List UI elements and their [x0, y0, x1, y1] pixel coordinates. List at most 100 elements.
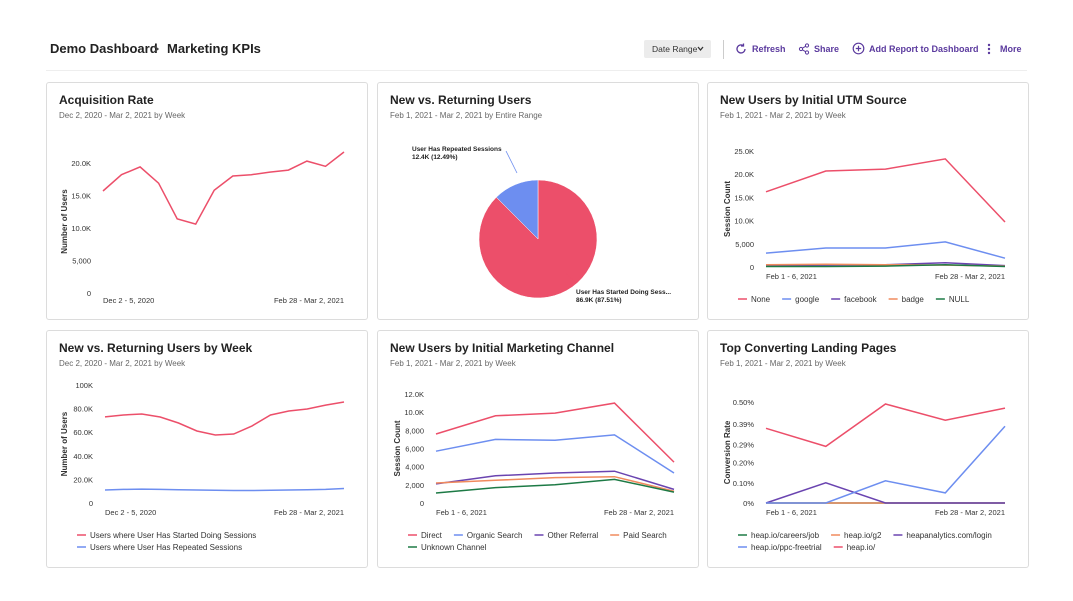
y-tick-label: 20.0K — [73, 475, 93, 484]
add-report-button[interactable]: Add Report to Dashboard — [869, 44, 979, 54]
y-tick-label: 100K — [75, 381, 93, 390]
x-tick-label: Feb 28 - Mar 2, 2021 — [935, 508, 1005, 517]
report-card[interactable]: New Users by Initial Marketing Channel Fe… — [377, 330, 699, 568]
x-tick-label: Feb 28 - Mar 2, 2021 — [274, 508, 344, 517]
chart: New Users by Initial Marketing Channel Fe… — [390, 341, 675, 552]
y-tick-label: 0.20% — [733, 459, 755, 468]
date-range-label: Date Range — [652, 44, 698, 54]
slice-value-label: 12.4K (12.49%) — [412, 154, 458, 161]
legend-label: facebook — [844, 295, 877, 304]
legend-label: Unknown Channel — [421, 543, 487, 552]
header-rule — [46, 70, 1027, 71]
report-card[interactable]: New Users by Initial UTM Source Feb 1, 20… — [707, 82, 1029, 320]
y-tick-label: 0.29% — [733, 440, 755, 449]
x-tick-label: Feb 1 - 6, 2021 — [766, 272, 817, 281]
chart: New Users by Initial UTM Source Feb 1, 20… — [720, 93, 1006, 304]
y-tick-label: 0 — [87, 289, 91, 298]
x-tick-label: Feb 1 - 6, 2021 — [436, 508, 487, 517]
chart-title: Acquisition Rate — [59, 93, 154, 107]
x-tick-label: Dec 2 - 5, 2020 — [105, 508, 156, 517]
line-series — [104, 487, 345, 492]
y-tick-label: 0 — [750, 263, 754, 272]
legend-label: heapanalytics.com/login — [906, 531, 991, 540]
legend-label: google — [795, 295, 820, 304]
y-tick-label: 8,000 — [405, 426, 424, 435]
legend-label: heap.io/ppc-freetrial — [751, 543, 822, 552]
more-button[interactable]: More — [1000, 44, 1022, 54]
x-tick-label: Dec 2 - 5, 2020 — [103, 296, 154, 305]
line-series — [435, 470, 675, 491]
x-tick-label: Feb 1 - 6, 2021 — [766, 508, 817, 517]
y-tick-label: 40.0K — [73, 452, 93, 461]
line-series — [765, 241, 1006, 259]
y-axis-label: Conversion Rate — [723, 420, 732, 484]
breadcrumb-current: Marketing KPIs — [167, 41, 261, 56]
chart: Acquisition Rate Dec 2, 2020 - Mar 2, 202… — [59, 93, 345, 305]
y-axis-label: Number of Users — [60, 189, 69, 254]
y-tick-label: 10.0K — [71, 224, 91, 233]
chart: New vs. Returning Users by Week Dec 2, 20… — [59, 341, 345, 552]
y-axis-label: Session Count — [393, 420, 402, 476]
legend-label: badge — [902, 295, 925, 304]
dropdown-icon — [697, 46, 704, 52]
chart-subtitle: Feb 1, 2021 - Mar 2, 2021 by Entire Rang… — [390, 111, 543, 120]
chart: New vs. Returning Users Feb 1, 2021 - Mar… — [390, 93, 671, 304]
line-series — [765, 158, 1006, 223]
chart-subtitle: Feb 1, 2021 - Mar 2, 2021 by Week — [720, 111, 847, 120]
y-tick-label: 15.0K — [71, 192, 91, 201]
line-series — [765, 403, 1006, 448]
line-series — [435, 475, 675, 492]
y-tick-label: 20.0K — [734, 170, 754, 179]
y-tick-label: 80.0K — [73, 405, 93, 414]
legend-label: Users where User Has Started Doing Sessi… — [90, 531, 256, 540]
pie-slice — [495, 179, 539, 240]
more-icon — [987, 43, 991, 55]
breadcrumb-chevron — [153, 45, 160, 53]
line-series — [104, 401, 345, 436]
share-button[interactable]: Share — [814, 44, 840, 54]
legend-label: NULL — [949, 295, 970, 304]
chart-subtitle: Feb 1, 2021 - Mar 2, 2021 by Week — [720, 359, 847, 368]
date-range-button[interactable]: Date Range — [644, 40, 711, 58]
report-card[interactable]: Acquisition Rate Dec 2, 2020 - Mar 2, 202… — [46, 82, 368, 320]
report-card[interactable]: Top Converting Landing Pages Feb 1, 2021 … — [707, 330, 1029, 568]
y-tick-label: 0 — [420, 499, 424, 508]
line-series — [435, 478, 675, 494]
y-tick-label: 10.0K — [404, 408, 424, 417]
divider — [723, 40, 724, 59]
legend-label: heap.io/careers/job — [751, 531, 820, 540]
y-tick-label: 20.0K — [71, 159, 91, 168]
chart-subtitle: Dec 2, 2020 - Mar 2, 2021 by Week — [59, 359, 186, 368]
legend-label: Direct — [421, 531, 443, 540]
y-tick-label: 4,000 — [405, 463, 424, 472]
line-series — [435, 402, 675, 463]
line-series — [102, 151, 345, 225]
chart-title: New Users by Initial Marketing Channel — [390, 341, 614, 355]
chart: Top Converting Landing Pages Feb 1, 2021 … — [720, 341, 1006, 552]
y-tick-label: 0.50% — [733, 398, 755, 407]
legend-label: Other Referral — [547, 531, 598, 540]
y-tick-label: 15.0K — [734, 193, 754, 202]
legend-label: heap.io/g2 — [844, 531, 882, 540]
share-icon — [798, 43, 810, 55]
line-series — [766, 263, 1006, 268]
report-card[interactable]: New vs. Returning Users by Week Dec 2, 20… — [46, 330, 368, 568]
leader-line — [565, 273, 578, 284]
line-series — [766, 425, 1006, 504]
refresh-icon — [736, 43, 746, 54]
chart-title: New Users by Initial UTM Source — [720, 93, 907, 107]
y-axis-label: Session Count — [723, 181, 732, 237]
x-tick-label: Feb 28 - Mar 2, 2021 — [935, 272, 1005, 281]
y-tick-label: 5,000 — [735, 240, 754, 249]
line-series — [765, 482, 1005, 504]
y-tick-label: 60.0K — [73, 428, 93, 437]
breadcrumb-root[interactable]: Demo Dashboard — [50, 41, 158, 56]
slice-value-label: 86.9K (87.51%) — [576, 297, 622, 304]
add-icon — [852, 42, 865, 55]
y-tick-label: 0% — [743, 499, 754, 508]
y-tick-label: 5,000 — [72, 257, 91, 266]
refresh-button[interactable]: Refresh — [752, 44, 786, 54]
report-card[interactable]: New vs. Returning Users Feb 1, 2021 - Mar… — [377, 82, 699, 320]
y-tick-label: 0.10% — [733, 479, 755, 488]
